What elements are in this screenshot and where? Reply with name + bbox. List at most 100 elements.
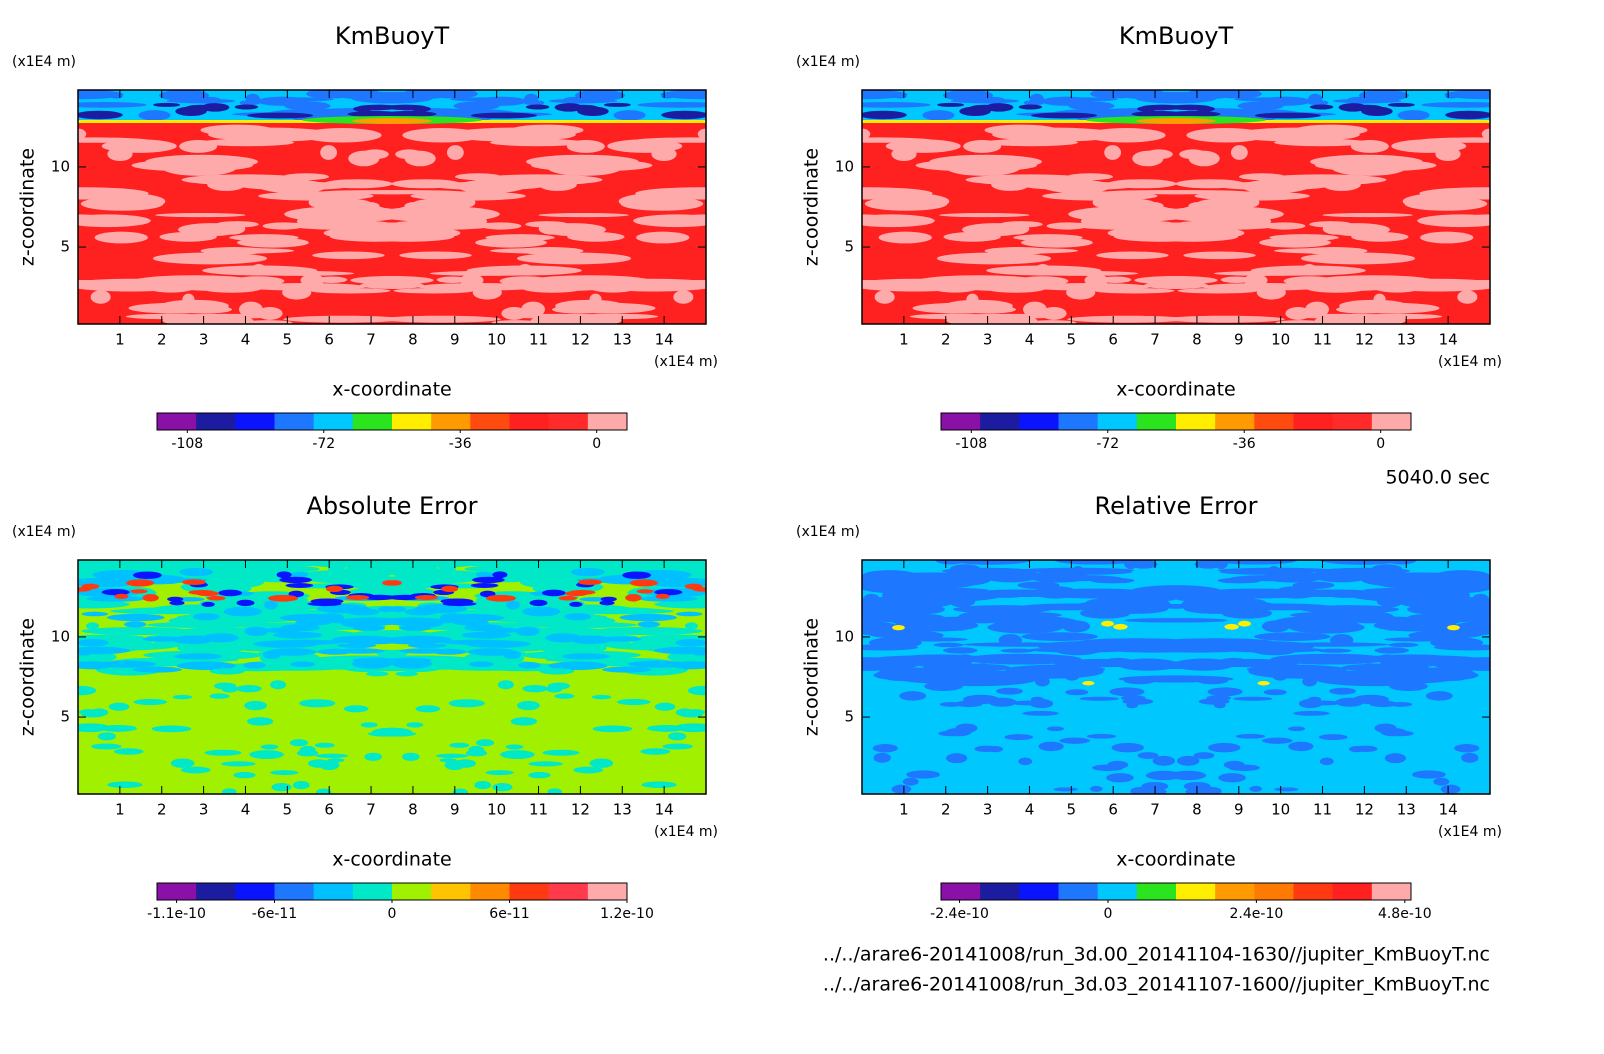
contour-fill — [558, 595, 578, 601]
contour-fill — [221, 761, 256, 767]
contour-fill — [78, 110, 123, 120]
colorbar-segment — [1371, 413, 1412, 430]
colorbar-tick-label: 1.2e-10 — [600, 906, 654, 922]
y-tick-label: 10 — [835, 157, 854, 175]
contour-fill — [1288, 621, 1365, 634]
contour-fill — [1194, 191, 1310, 201]
contour-fill — [1086, 733, 1117, 739]
y-tick-label: 5 — [844, 238, 854, 256]
contour-fill — [1041, 96, 1093, 106]
contour-fill — [497, 680, 514, 690]
contour-fill — [1197, 198, 1251, 209]
colorbar-segment — [1136, 883, 1177, 900]
contour-fill — [492, 571, 508, 579]
contour-fill — [1031, 112, 1098, 119]
contour-fill — [319, 760, 340, 771]
colorbar-segment — [392, 413, 432, 430]
contour-fill — [1018, 757, 1033, 766]
contour-fill — [405, 279, 419, 284]
contour-fill — [1315, 159, 1437, 172]
contour-fill — [1168, 104, 1211, 111]
contour-fill — [1217, 567, 1337, 573]
contour-fill — [1065, 689, 1089, 696]
contour-fill — [78, 187, 149, 200]
contour-fill — [78, 214, 151, 228]
colorbar-tick-label: -72 — [1096, 436, 1119, 452]
x-tick-label: 13 — [613, 801, 632, 819]
contour-fill — [475, 739, 495, 747]
contour-fill — [1376, 594, 1404, 608]
contour-fill — [599, 600, 615, 606]
contour-fill — [646, 724, 686, 732]
contour-fill — [522, 684, 548, 693]
contour-fill — [517, 700, 540, 711]
contour-fill — [415, 705, 441, 713]
contour-fill — [468, 745, 485, 755]
contour-fill — [124, 621, 147, 628]
contour-fill — [1275, 320, 1326, 324]
contour-fill — [862, 101, 931, 108]
contour-fill — [489, 248, 580, 254]
contour-fill — [1152, 755, 1176, 766]
contour-fill — [253, 640, 319, 648]
contour-fill — [629, 579, 658, 587]
contour-fill — [475, 96, 527, 106]
contour-fill — [948, 594, 976, 608]
contour-fill — [413, 198, 467, 209]
colorbar-segment — [431, 413, 471, 430]
contour-fill — [81, 627, 194, 636]
contour-fill — [1238, 129, 1312, 138]
contour-fill — [684, 583, 703, 590]
contour-fill — [206, 595, 226, 601]
contour-fill — [1029, 698, 1054, 709]
contour-fill — [457, 179, 517, 194]
contour-fill — [1035, 676, 1050, 687]
contour-fill — [170, 758, 195, 768]
contour-fill — [1106, 773, 1134, 783]
contour-fill — [1082, 680, 1095, 686]
contour-fill — [399, 648, 450, 654]
contour-fill — [873, 752, 891, 763]
colorbar-tick-label: 2.4e-10 — [1230, 906, 1284, 922]
contour-fill — [209, 693, 230, 699]
contour-fill — [1042, 191, 1158, 201]
contour-fill — [312, 251, 385, 260]
x-tick-label: 5 — [283, 801, 293, 819]
contour-fill — [138, 110, 171, 121]
colorbar-segment — [1293, 883, 1334, 900]
contour-fill — [1433, 644, 1490, 651]
contour-fill — [1004, 734, 1034, 741]
contour-fill — [583, 607, 660, 614]
contour-fill — [78, 90, 124, 100]
x-tick-label: 10 — [487, 801, 506, 819]
contour-fill — [525, 221, 569, 228]
colorbar-segment — [1136, 413, 1177, 430]
plot-frame — [861, 559, 1491, 795]
y-tick-label: 10 — [835, 627, 854, 645]
contour-fill — [1419, 187, 1490, 200]
contour-fill — [464, 564, 578, 574]
contour-fill — [1417, 214, 1490, 228]
contour-fill — [325, 585, 343, 593]
x-tick-label: 2 — [157, 331, 167, 349]
contour-fill — [188, 589, 216, 595]
contour-fill — [402, 752, 420, 761]
x-tick-label: 6 — [1108, 801, 1118, 819]
contour-fill — [1302, 676, 1317, 687]
plot-frame — [77, 89, 707, 325]
colorbar-segment — [1254, 883, 1294, 900]
contour-fill — [547, 788, 563, 794]
colorbar-segment — [470, 883, 510, 900]
contour-fill — [267, 179, 327, 194]
contour-field — [78, 90, 706, 324]
contour-fill — [1181, 598, 1215, 611]
x-tick-label: 8 — [408, 331, 418, 349]
contour-fill — [78, 638, 109, 647]
colorbar-segment — [587, 413, 628, 430]
contour-fill — [981, 568, 1040, 583]
contour-fill — [448, 699, 485, 708]
contour-fill — [113, 748, 144, 755]
contour-fill — [996, 687, 1023, 695]
x-unit: (x1E4 m) — [654, 354, 718, 370]
contour-fill — [619, 613, 677, 622]
